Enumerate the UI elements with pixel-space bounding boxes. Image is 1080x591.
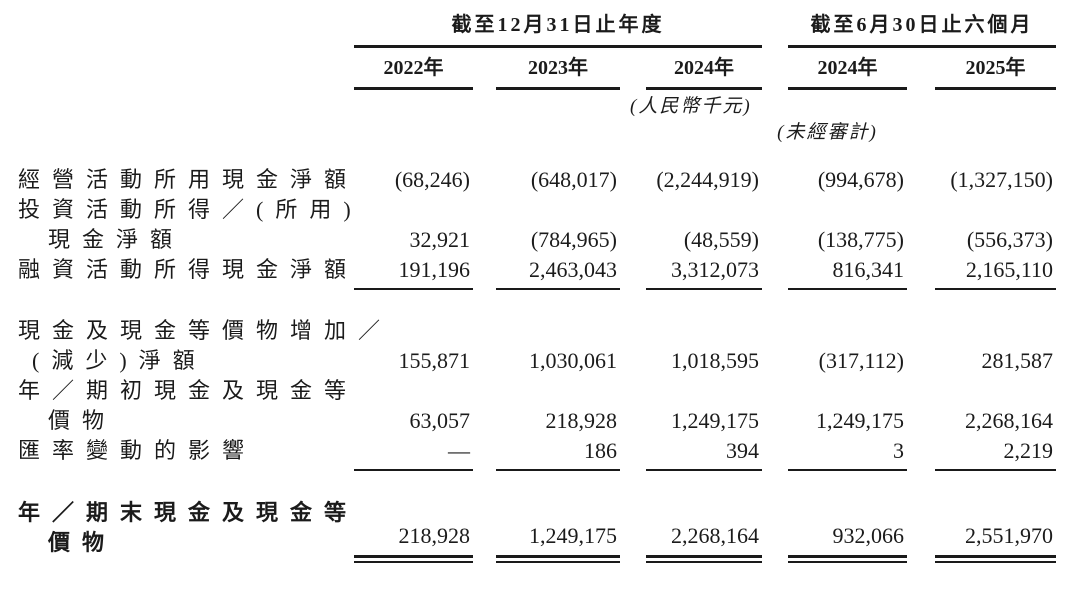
- cell-2024: 3,312,073: [646, 255, 762, 290]
- cell-2023: 1,030,061: [529, 348, 617, 373]
- group-header-six-months-ended-jun30: 截至6月30日止六個月: [788, 12, 1056, 48]
- cell-2024: 1,249,175: [671, 408, 759, 433]
- cell-2024: (2,244,919): [656, 167, 759, 192]
- cell-2024-interim: 816,341: [788, 255, 907, 290]
- cell-2022: (68,246): [394, 167, 470, 192]
- cell-2025-interim: (556,373): [966, 227, 1053, 252]
- cell-2024: 2,268,164: [646, 521, 762, 563]
- row-label-line2: 價物: [48, 530, 117, 555]
- col-header-2024: 2024年: [646, 48, 762, 90]
- cell-2023: 2,463,043: [496, 255, 620, 290]
- unaudited-note-row: (未經審計): [18, 118, 1080, 144]
- cell-2022: 32,921: [409, 227, 471, 252]
- cell-2024: 1,018,595: [671, 348, 759, 373]
- cell-2025-interim: 2,219: [935, 436, 1056, 471]
- cell-2023: 1,249,175: [496, 521, 620, 563]
- cell-2022: 218,928: [354, 521, 473, 563]
- cell-2025-interim: 2,165,110: [935, 255, 1056, 290]
- table-row-investing-activities: 投資活動所得／(所用) 現金淨額 32,921 (784,965) (48,55…: [18, 195, 1080, 255]
- cell-2022: —: [354, 436, 473, 471]
- row-label: 經營活動所用現金淨額: [18, 167, 359, 192]
- col-header-2022: 2022年: [354, 48, 473, 90]
- table-row-operating-activities: 經營活動所用現金淨額 (68,246) (648,017) (2,244,919…: [18, 165, 1080, 195]
- cell-2022: 155,871: [398, 348, 471, 373]
- cell-2025-interim: 2,268,164: [965, 408, 1053, 433]
- col-header-2023: 2023年: [496, 48, 620, 90]
- section-activities: 經營活動所用現金淨額 (68,246) (648,017) (2,244,919…: [18, 165, 1080, 290]
- row-label: 年／期初現金及現金等 價物: [18, 376, 354, 436]
- cell-2023: 186: [496, 436, 620, 471]
- row-label-line1: 投資活動所得／(所用): [18, 197, 363, 222]
- row-label-line2: 價物: [48, 408, 117, 433]
- cell-2024-interim: 3: [788, 436, 907, 471]
- cell-2022: 191,196: [354, 255, 473, 290]
- cell-2025-interim: 281,587: [981, 348, 1054, 373]
- row-label-line1: 年／期初現金及現金等: [18, 378, 359, 403]
- cell-2024-interim: 1,249,175: [816, 408, 904, 433]
- col-header-2025-interim: 2025年: [935, 48, 1056, 90]
- cell-2024-interim: (317,112): [818, 348, 904, 373]
- cell-2024-interim: (138,775): [817, 227, 904, 252]
- cell-2024-interim: (994,678): [817, 167, 904, 192]
- unit-note-row: (人民幣千元): [18, 90, 1080, 118]
- row-label: 現金及現金等價物增加／ (減少)淨額: [18, 316, 393, 376]
- cell-2023: (648,017): [530, 167, 617, 192]
- table-row-net-increase-decrease: 現金及現金等價物增加／ (減少)淨額 155,871 1,030,061 1,0…: [18, 316, 1080, 376]
- row-label: 投資活動所得／(所用) 現金淨額: [18, 195, 354, 255]
- unaudited-note: (未經審計): [777, 122, 878, 143]
- section-ending-balance: 年／期末現金及現金等 價物 218,928 1,249,175 2,268,16…: [18, 498, 1080, 563]
- cell-2024-interim: 932,066: [788, 521, 907, 563]
- currency-unit-note: (人民幣千元): [630, 96, 752, 117]
- table-row-exchange-rate-effect: 匯率變動的影響 — 186 394 3 2,219: [18, 436, 1080, 471]
- cell-2024: 394: [646, 436, 762, 471]
- cell-2023: (784,965): [530, 227, 617, 252]
- year-header-row: 2022年 2023年 2024年 2024年 2025年: [18, 48, 1080, 90]
- section-movement: 現金及現金等價物增加／ (減少)淨額 155,871 1,030,061 1,0…: [18, 316, 1080, 471]
- table-row-cash-at-end: 年／期末現金及現金等 價物 218,928 1,249,175 2,268,16…: [18, 498, 1080, 563]
- table-row-financing-activities: 融資活動所得現金淨額 191,196 2,463,043 3,312,073 8…: [18, 255, 1080, 290]
- row-label-line1: 年／期末現金及現金等: [18, 500, 359, 525]
- row-label-line1: 現金及現金等價物增加／: [18, 318, 393, 343]
- row-label: 融資活動所得現金淨額: [18, 257, 359, 282]
- col-header-2024-interim: 2024年: [788, 48, 907, 90]
- column-group-header-row: 截至12月31日止年度 截至6月30日止六個月: [18, 12, 1080, 48]
- cell-2025-interim: 2,551,970: [935, 521, 1056, 563]
- row-label: 年／期末現金及現金等 價物: [18, 498, 354, 558]
- group-header-year-ended-dec31: 截至12月31日止年度: [354, 12, 762, 48]
- row-label-line2: (減少)淨額: [32, 348, 207, 373]
- cell-2023: 218,928: [545, 408, 618, 433]
- row-label: 匯率變動的影響: [18, 438, 257, 463]
- row-label-line2: 現金淨額: [48, 227, 185, 252]
- cell-2024: (48,559): [683, 227, 759, 252]
- cell-2025-interim: (1,327,150): [950, 167, 1053, 192]
- table-row-cash-at-beginning: 年／期初現金及現金等 價物 63,057 218,928 1,249,175 1…: [18, 376, 1080, 436]
- cell-2022: 63,057: [409, 408, 471, 433]
